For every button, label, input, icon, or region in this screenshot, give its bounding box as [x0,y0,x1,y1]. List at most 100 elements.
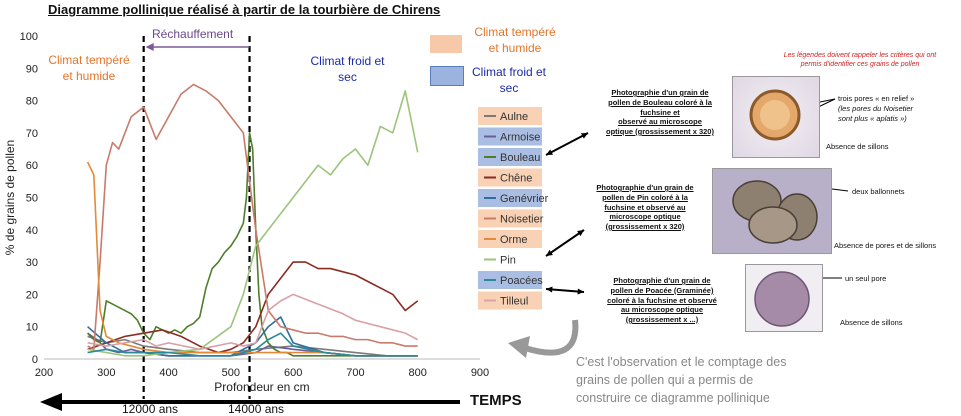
label-line: sont plus « aplatis ») [838,113,907,123]
series-line-noisetier [87,83,418,351]
caption-line: Photographie d'un grain de [611,88,709,97]
series-line-tilleul [87,293,419,351]
age-14000-label: 14000 ans [228,402,285,416]
caption-line: au microscope optique [620,305,704,315]
curved-arrow-head [508,336,530,358]
bouleau-sillons: Absence de sillons [826,142,889,151]
legend-froid-label: Climat froid et sec [464,64,554,96]
caption-line: (grossissement x 320) [605,222,685,231]
y-tick-label: 20 [26,289,38,301]
annotation-line: sec [338,70,357,85]
x-tick-label: 600 [284,367,302,379]
annotation-line: Climat froid et [310,54,385,68]
label-line: trois pores « en relief » [838,94,915,103]
legend-box-tilleul [478,291,542,310]
poacee-label: un seul pore [845,274,887,283]
annotation-rechauffement: Réchauffement [152,27,234,41]
poacee-caption: Photographie d'un grain de pollen de Poa… [592,276,732,325]
x-tick-label: 200 [35,367,53,379]
arrow-pin [545,229,585,257]
pin-caption: Photographie d'un grain de pollen de Pin… [585,183,705,232]
x-axis-label: Profondeur en cm [214,380,309,394]
series-line-chêne [87,261,419,354]
y-tick-label: 40 [26,225,38,237]
y-tick-label: 90 [26,63,38,75]
note-line: permis d'identifier ces grains de pollen [800,61,920,69]
caption-line: coloré à la fuchsine et observé [607,295,717,305]
note-line: C'est l'observation et le comptage des [576,355,787,369]
legend-label-poacées: Poacées [500,275,543,287]
legend-box-genévrier [478,189,542,207]
caption-line: pollen de Bouleau coloré à la [608,97,712,107]
arrow-poacee [545,288,585,293]
arrow-pin-head-end [577,230,584,237]
annotation-line: et humide [62,69,116,84]
age-12000-label: 12000 ans [122,402,179,416]
label-line: (les pores du Noisetier [838,103,914,113]
note-line: construire ce diagramme pollinique [576,391,770,406]
caption-line: Photographie d'un grain de [613,276,711,285]
x-tick-label: 400 [159,367,177,379]
pin-label: deux ballonnets [852,187,905,196]
legend-box-bouleau [478,148,542,166]
arrow-bouleau [545,132,589,156]
series-line-poacées [87,332,418,357]
y-tick-label: 10 [26,322,38,334]
legend-label-pin: Pin [500,255,516,267]
y-tick-label: 30 [26,257,38,269]
legend-box-noisetier [478,209,542,228]
caption-line: pollen de Poacée (Graminée) [610,285,714,295]
y-axis-label: % de grains de pollen [3,140,17,255]
legend-label-aulne: Aulne [500,111,528,123]
caption-line: fuchsine et [640,107,680,117]
pin-photo [712,168,832,254]
red-note: Les légendes doivent rappeler les critèr… [760,51,960,70]
legend-box-poacées [478,271,542,289]
caption-line: (grossissement x ...) [625,315,699,324]
annotation-climat-tempere: Climat tempéré et humide [44,52,134,84]
legend-label-noisetier: Noisetier [500,214,544,226]
annotation-climat-froid: Climat froid et sec [300,53,395,85]
y-tick-label: 80 [26,96,38,108]
y-tick-label: 50 [26,193,38,205]
x-tick-label: 300 [97,367,115,379]
legend-box-aulne [478,107,542,125]
y-tick-label: 60 [26,160,38,172]
legend-label-armoise: Armoise [500,132,540,144]
x-tick-label: 500 [222,367,240,379]
caption-line: pollen de Pin coloré à la [602,192,688,202]
legend-label-genévrier: Genévrier [500,193,549,205]
poacee-photo [745,264,823,332]
arrow-bouleau-head-end [581,133,588,139]
legend-froid-swatch [430,66,464,86]
y-tick-label: 0 [32,354,38,366]
x-tick-label: 800 [409,367,427,379]
legend-line: Climat tempéré [474,25,556,39]
temps-arrow-head [40,393,62,411]
x-tick-label: 900 [471,367,489,379]
legend-box-orme [478,230,542,248]
note-line: Les légendes doivent rappeler les critèr… [783,52,937,59]
legend-label-chêne: Chêne [500,173,532,185]
caption-line: microscope optique [609,212,681,222]
bouleau-grain-icon [749,89,801,141]
note-line: grains de pollen qui a permis de [576,373,754,388]
bouleau-label: trois pores « en relief » (les pores du … [838,94,958,123]
bouleau-photo [732,76,820,158]
curved-arrow [524,319,579,356]
legend-box-chêne [478,168,542,187]
poacee-sillons: Absence de sillons [840,318,903,327]
bottom-note: C'est l'observation et le comptage des g… [576,353,826,407]
series-line-pin [87,90,419,357]
arrow-poacee-head-start [546,286,553,293]
legend-label-tilleul: Tilleul [500,296,528,308]
poacee-grain-icon [754,271,810,327]
annotation-line: Climat tempéré [48,53,130,67]
arrow-pin-head-start [546,249,553,256]
temps-label: TEMPS [470,392,522,409]
legend-box-armoise [478,127,542,146]
pin-grain-icon [732,180,818,244]
caption-line: optique (grossissement x 320) [606,127,714,136]
page-title: Diagramme pollinique réalisé à partir de… [48,2,441,17]
